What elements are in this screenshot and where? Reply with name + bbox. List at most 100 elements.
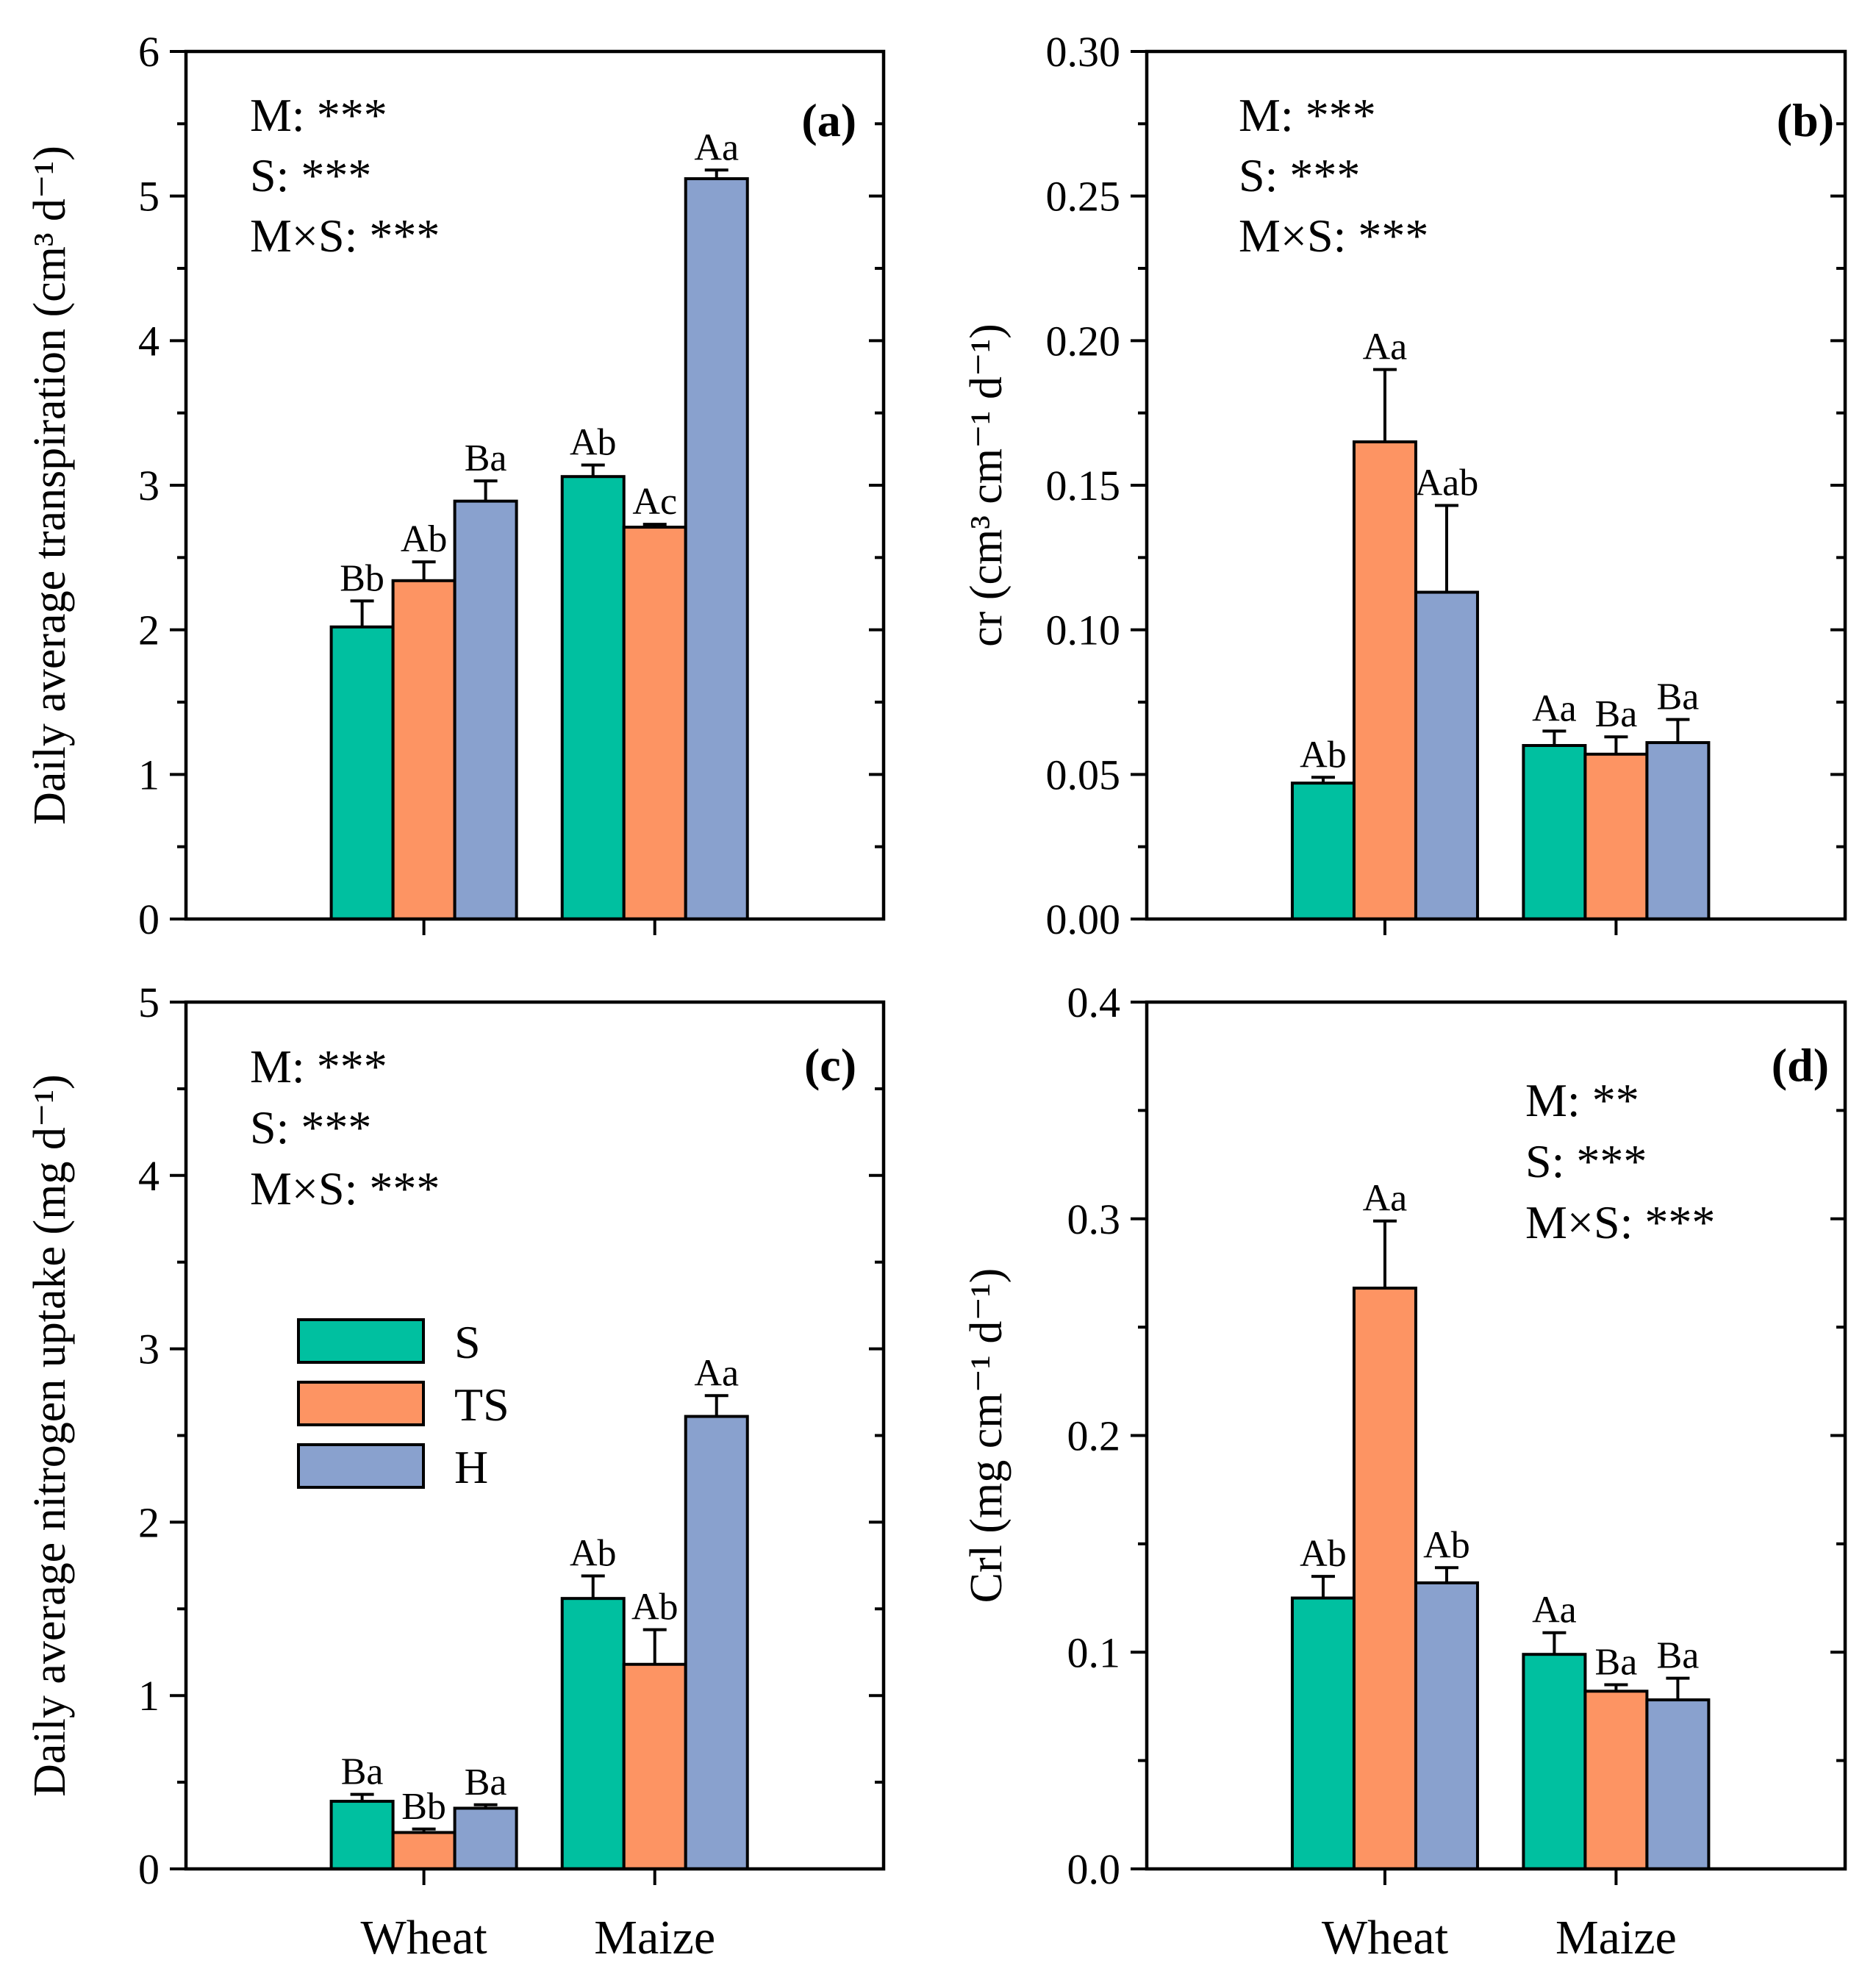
bar-maize-ts: [1583, 752, 1649, 921]
significance-label: Ac: [632, 481, 677, 523]
bar-maize-s: [1522, 1653, 1587, 1870]
legend-label-s: S: [454, 1316, 481, 1368]
y-tick-label: 0.1: [1067, 1628, 1121, 1676]
y-axis-title: Daily average nitrogen uptake (mg d⁻¹): [25, 1074, 75, 1797]
bar-wheat-ts: [1352, 1287, 1417, 1870]
bar-wheat-ts: [391, 579, 457, 920]
y-tick-label: 0.10: [1046, 607, 1121, 654]
y-tick-label: 0: [138, 895, 160, 943]
y-tick-label: 0.20: [1046, 317, 1121, 365]
stat-text: M×S: ***: [250, 1162, 440, 1215]
y-tick-label: 1: [138, 1672, 160, 1720]
significance-label: Aab: [1415, 462, 1479, 504]
y-tick-label: 0.4: [1067, 979, 1121, 1026]
legend-swatch-ts: [297, 1381, 425, 1426]
category-label-maize: Maize: [1555, 1911, 1677, 1964]
significance-label: Ba: [465, 1762, 507, 1803]
significance-label: Ba: [1657, 1635, 1700, 1677]
bar-maize-s: [560, 475, 626, 920]
y-axis-title: Crl (mg cm⁻¹ d⁻¹): [962, 1268, 1012, 1603]
y-tick-label: 2: [138, 607, 160, 654]
panel-a: Bb Ab Ba Ab Ac Aa 0 1 2 3 4 5 6 M: *** S: *** M×S: *** (…: [25, 28, 886, 943]
category-label-wheat: Wheat: [1322, 1911, 1448, 1964]
significance-label: Ba: [1657, 676, 1700, 718]
bar-wheat-ts: [391, 1831, 457, 1870]
significance-label: Ba: [1595, 693, 1638, 735]
panel-c: Ba Bb Ba Wheat Ab Ab Aa Maize 0 1 2 3 4 5 M: *** S: ***…: [25, 979, 886, 1964]
panel-b: Ab Aa Aab Aa Ba Ba 0.00 0.05 0.10 0.15 0.20 0.25 0.3…: [962, 28, 1847, 943]
panel-tag: (a): [801, 94, 856, 146]
y-tick-label: 4: [138, 1152, 160, 1200]
category-label-maize: Maize: [594, 1911, 715, 1964]
y-tick-label: 0: [138, 1845, 160, 1893]
significance-label: Ab: [570, 421, 617, 463]
y-tick-label: 5: [138, 173, 160, 221]
y-tick-label: 0.00: [1046, 895, 1121, 943]
stat-text: M×S: ***: [1525, 1196, 1715, 1248]
y-tick-label: 0.05: [1046, 751, 1121, 798]
stat-text: S: ***: [250, 1101, 371, 1154]
bar-wheat-s: [1290, 782, 1356, 920]
bar-maize-s: [1522, 744, 1587, 920]
significance-label: Bb: [340, 557, 384, 599]
significance-label: Bb: [401, 1786, 446, 1828]
y-tick-label: 0.0: [1067, 1845, 1121, 1893]
significance-label: Ba: [341, 1751, 384, 1793]
bar-wheat-s: [1290, 1596, 1356, 1870]
bar-maize-ts: [1583, 1690, 1649, 1870]
significance-label: Ab: [1300, 734, 1347, 776]
y-tick-label: 1: [138, 751, 160, 798]
significance-label: Ab: [631, 1587, 679, 1628]
category-label-wheat: Wheat: [360, 1911, 487, 1964]
bar-maize-h: [684, 1415, 749, 1870]
stat-text: S: ***: [1525, 1135, 1647, 1187]
stat-text: M: ***: [250, 1040, 387, 1093]
significance-label: Aa: [694, 1352, 739, 1394]
panel-tag: (d): [1772, 1039, 1829, 1091]
bar-maize-h: [684, 177, 749, 921]
y-tick-label: 0.25: [1046, 173, 1121, 221]
bar-maize-h: [1645, 1698, 1711, 1870]
legend: S TS H: [297, 1316, 509, 1493]
stat-text: M: ***: [1239, 89, 1376, 141]
y-tick-label: 3: [138, 1326, 160, 1373]
significance-label: Ab: [570, 1532, 617, 1574]
panel-tag: (b): [1777, 94, 1834, 146]
bar-wheat-h: [1414, 1581, 1479, 1870]
bar-maize-ts: [622, 1662, 687, 1871]
significance-label: Ab: [401, 518, 448, 560]
y-tick-label: 2: [138, 1498, 160, 1546]
y-tick-label: 6: [138, 28, 160, 76]
bar-maize-s: [560, 1597, 626, 1871]
y-tick-label: 4: [138, 317, 160, 365]
stat-text: M: **: [1525, 1074, 1639, 1126]
legend-swatch-s: [297, 1318, 425, 1364]
significance-label: Ab: [1300, 1533, 1347, 1575]
stat-text: S: ***: [250, 149, 371, 201]
stat-text: M×S: ***: [250, 210, 440, 262]
bar-wheat-h: [453, 499, 518, 920]
bar-wheat-ts: [1352, 440, 1417, 920]
significance-label: Aa: [1363, 326, 1408, 368]
axes-frame: [1145, 1000, 1847, 1871]
significance-label: Aa: [1532, 687, 1577, 729]
significance-label: Aa: [1532, 1590, 1577, 1631]
significance-label: Aa: [694, 126, 739, 168]
y-tick-label: 0.3: [1067, 1195, 1121, 1243]
legend-label-h: H: [454, 1441, 488, 1493]
y-axis-title: cr (cm³ cm⁻¹ d⁻¹): [962, 323, 1012, 647]
stat-text: S: ***: [1239, 149, 1360, 201]
y-tick-label: 5: [138, 979, 160, 1026]
legend-label-ts: TS: [454, 1379, 509, 1431]
significance-label: Ba: [1595, 1641, 1638, 1683]
y-tick-label: 3: [138, 462, 160, 509]
bar-wheat-s: [329, 1800, 395, 1871]
bar-wheat-h: [1414, 590, 1479, 920]
y-tick-label: 0.15: [1046, 462, 1121, 509]
significance-label: Ab: [1423, 1524, 1470, 1566]
bar-maize-h: [1645, 741, 1711, 920]
bar-wheat-s: [329, 625, 395, 920]
panel-tag: (c): [804, 1039, 856, 1091]
bar-maize-ts: [622, 526, 687, 920]
